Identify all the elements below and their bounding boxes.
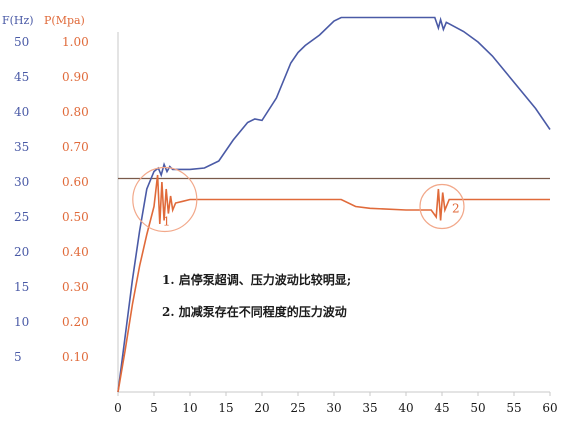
x-tick-label: 40 — [398, 401, 413, 415]
y-left-tick-label: 35 — [14, 140, 29, 154]
x-tick-label: 20 — [254, 401, 269, 415]
x-tick-label: 5 — [150, 401, 158, 415]
annotation-circle-1 — [132, 166, 198, 233]
series-line-1 — [117, 16, 551, 393]
y-right-tick-label: 0.80 — [62, 105, 89, 119]
x-tick-label: 60 — [542, 401, 557, 415]
annotation-circles: 12 — [132, 166, 465, 233]
x-tick-label: 15 — [218, 401, 233, 415]
y-left-tick-label: 15 — [14, 280, 29, 294]
annotation-label-2: 2 — [452, 202, 460, 216]
y-left-tick-label: 30 — [14, 175, 29, 189]
y-axis-left-title: F(Hz) — [2, 14, 34, 27]
tick-labels: 0 5 10 15 20 25 30 35 40 45 50 55 60 5 10 15 20 25 30 35 40 4… — [14, 35, 558, 415]
y-left-tick-label: 5 — [14, 350, 22, 364]
y-right-tick-label: 0.20 — [62, 315, 89, 329]
y-left-tick-label: 25 — [14, 210, 29, 224]
y-left-tick-label: 10 — [14, 315, 29, 329]
y-axis-right-title: P(Mpa) — [44, 14, 85, 27]
y-right-tick-label: 0.10 — [62, 350, 89, 364]
annotation-text-1: 1. 启停泵超调、压力波动比较明显; — [162, 272, 351, 287]
x-tick-label: 50 — [470, 401, 485, 415]
axes — [117, 32, 550, 393]
annotation-text-2: 2. 加减泵存在不同程度的压力波动 — [162, 304, 347, 319]
series-line-2 — [117, 174, 550, 393]
y-left-tick-label: 45 — [14, 70, 29, 84]
x-tick-label: 10 — [182, 401, 197, 415]
x-tick-label: 0 — [114, 401, 122, 415]
y-right-tick-label: 0.30 — [62, 280, 89, 294]
y-right-tick-label: 0.90 — [62, 70, 89, 84]
y-right-tick-label: 0.60 — [62, 175, 89, 189]
x-tick-label: 35 — [362, 401, 377, 415]
x-tick-label: 55 — [506, 401, 521, 415]
x-tick-label: 25 — [290, 401, 305, 415]
y-left-tick-label: 50 — [14, 35, 29, 49]
y-right-tick-label: 0.50 — [62, 210, 89, 224]
series-group — [117, 16, 551, 393]
y-left-tick-label: 40 — [14, 105, 29, 119]
y-right-tick-label: 0.70 — [62, 140, 89, 154]
y-right-tick-label: 1.00 — [62, 35, 89, 49]
annotation-circle-2 — [419, 183, 465, 230]
x-tick-label: 30 — [326, 401, 341, 415]
y-left-tick-label: 20 — [14, 245, 29, 259]
y-right-tick-label: 0.40 — [62, 245, 89, 259]
annotation-label-1: 1 — [163, 215, 171, 229]
x-tick-label: 45 — [434, 401, 449, 415]
